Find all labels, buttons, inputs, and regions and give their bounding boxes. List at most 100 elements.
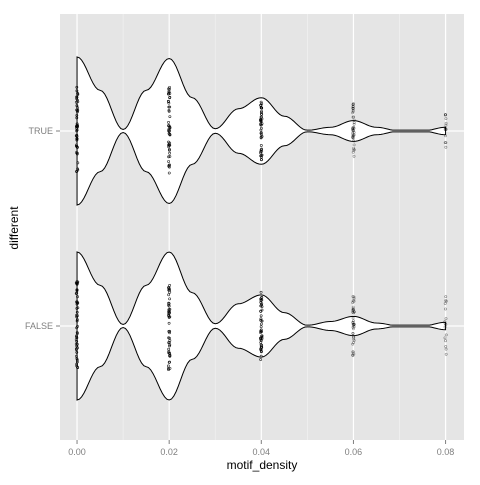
data-point	[352, 118, 356, 122]
data-point	[443, 325, 447, 329]
data-point	[74, 342, 78, 346]
data-point	[76, 108, 80, 112]
data-point	[260, 115, 263, 119]
data-point	[351, 136, 355, 139]
data-point	[166, 364, 170, 368]
data-point	[352, 126, 356, 130]
data-point	[352, 134, 356, 138]
data-point	[260, 122, 264, 126]
data-point	[75, 288, 79, 292]
data-point	[352, 352, 356, 356]
data-point	[76, 306, 80, 310]
data-point	[75, 334, 78, 338]
data-point	[351, 128, 355, 132]
data-point	[352, 131, 356, 134]
data-point	[259, 358, 263, 361]
data-point	[259, 299, 263, 302]
data-point	[168, 95, 172, 99]
data-point	[259, 100, 263, 104]
data-point	[444, 127, 448, 131]
data-points	[74, 85, 448, 372]
data-point	[443, 336, 447, 340]
data-point	[259, 309, 263, 313]
data-point	[168, 85, 171, 89]
data-point	[259, 314, 263, 318]
data-point	[351, 105, 355, 108]
data-point	[444, 134, 447, 138]
data-point	[351, 111, 355, 115]
data-point	[167, 105, 171, 109]
data-point	[352, 129, 355, 133]
y-axis-title: different	[7, 206, 21, 250]
data-point	[75, 85, 79, 89]
data-point	[352, 308, 355, 312]
data-point	[167, 155, 171, 159]
data-point	[74, 134, 78, 138]
data-point	[351, 150, 355, 154]
data-point	[351, 323, 355, 327]
data-point	[351, 105, 355, 109]
data-point	[352, 325, 356, 329]
data-point	[75, 350, 79, 354]
data-point	[260, 334, 264, 338]
data-point	[167, 316, 171, 319]
data-point	[352, 148, 356, 152]
data-point	[75, 342, 79, 346]
data-point	[351, 301, 355, 305]
data-point	[167, 293, 171, 297]
data-point	[76, 125, 80, 129]
data-point	[168, 290, 172, 294]
data-point	[260, 296, 264, 299]
data-point	[444, 121, 448, 125]
data-point	[352, 121, 356, 125]
data-point	[168, 141, 172, 145]
data-point	[444, 307, 447, 311]
data-point	[76, 346, 80, 350]
data-point	[351, 134, 355, 138]
data-point	[443, 320, 447, 324]
data-point	[168, 126, 172, 130]
data-point	[168, 163, 171, 167]
data-point	[444, 113, 447, 116]
data-point	[351, 136, 355, 140]
data-point	[76, 167, 80, 171]
data-point	[351, 107, 355, 110]
data-point	[167, 108, 171, 112]
data-point	[352, 143, 356, 147]
x-tick-label: 0.06	[345, 447, 363, 457]
data-point	[75, 282, 79, 286]
data-point	[259, 144, 263, 147]
data-point	[167, 124, 170, 128]
data-point	[444, 299, 448, 303]
data-point	[259, 136, 263, 140]
data-point	[351, 322, 355, 326]
data-point	[168, 133, 172, 137]
data-point	[168, 331, 171, 335]
data-point	[259, 122, 262, 126]
data-point	[75, 104, 79, 108]
data-point	[351, 131, 355, 135]
data-point	[167, 121, 170, 124]
data-point	[259, 131, 263, 135]
data-point	[352, 139, 356, 143]
data-point	[75, 300, 78, 304]
data-point	[351, 129, 355, 132]
data-point	[351, 350, 355, 354]
data-point	[259, 347, 263, 351]
data-point	[167, 92, 170, 96]
data-point	[351, 342, 355, 346]
data-point	[444, 123, 448, 127]
data-point	[75, 137, 79, 141]
data-point	[75, 113, 79, 117]
data-point	[260, 133, 263, 136]
data-point	[167, 101, 171, 105]
data-point	[351, 321, 355, 324]
data-point	[168, 351, 172, 355]
data-point	[351, 308, 355, 311]
data-point	[444, 113, 447, 117]
data-point	[352, 339, 356, 342]
data-point	[259, 354, 263, 358]
data-point	[260, 149, 264, 153]
data-point	[260, 302, 264, 306]
data-point	[351, 325, 355, 329]
